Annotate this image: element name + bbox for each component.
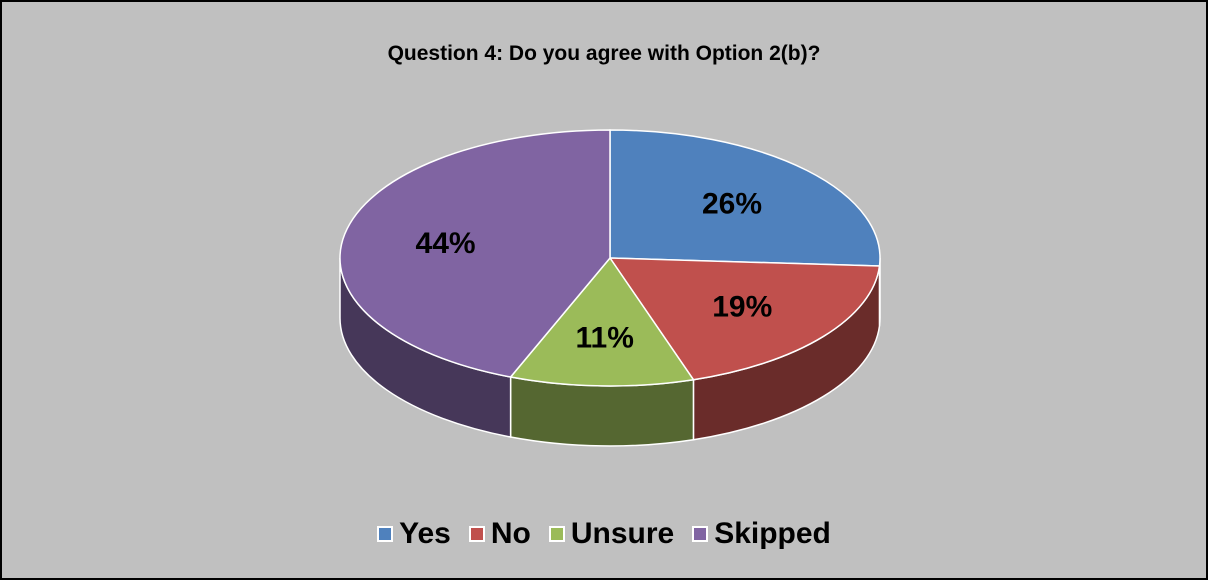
pie-side-unsure	[509, 376, 695, 447]
legend-item-skipped: Skipped	[692, 517, 831, 551]
legend-label-no: No	[490, 517, 531, 550]
legend-item-no: No	[468, 517, 531, 551]
data-label-unsure: 11%	[576, 321, 634, 354]
pie-slice-skipped	[339, 129, 611, 378]
pie-slice-unsure	[509, 256, 695, 387]
data-label-no: 19%	[712, 291, 772, 324]
legend-label-unsure: Unsure	[570, 517, 675, 550]
legend-item-yes: Yes	[377, 517, 451, 551]
legend: Yes No Unsure Skipped	[2, 517, 1206, 551]
pie-slices	[339, 129, 881, 387]
legend-swatch-skipped	[692, 526, 709, 542]
chart-title: Question 4: Do you agree with Option 2(b…	[387, 42, 821, 65]
data-label-skipped: 44%	[416, 227, 476, 260]
pie-sides	[339, 257, 881, 447]
data-labels: 26% 19% 11% 44%	[416, 188, 773, 355]
legend-swatch-no	[468, 526, 485, 542]
legend-swatch-yes	[377, 526, 394, 542]
legend-item-unsure: Unsure	[548, 517, 675, 551]
legend-swatch-unsure	[548, 526, 565, 542]
legend-label-skipped: Skipped	[714, 517, 831, 550]
legend-label-yes: Yes	[399, 517, 451, 550]
pie-slice-yes	[609, 129, 881, 267]
pie-slice-no	[608, 257, 881, 381]
data-label-yes: 26%	[702, 188, 762, 221]
